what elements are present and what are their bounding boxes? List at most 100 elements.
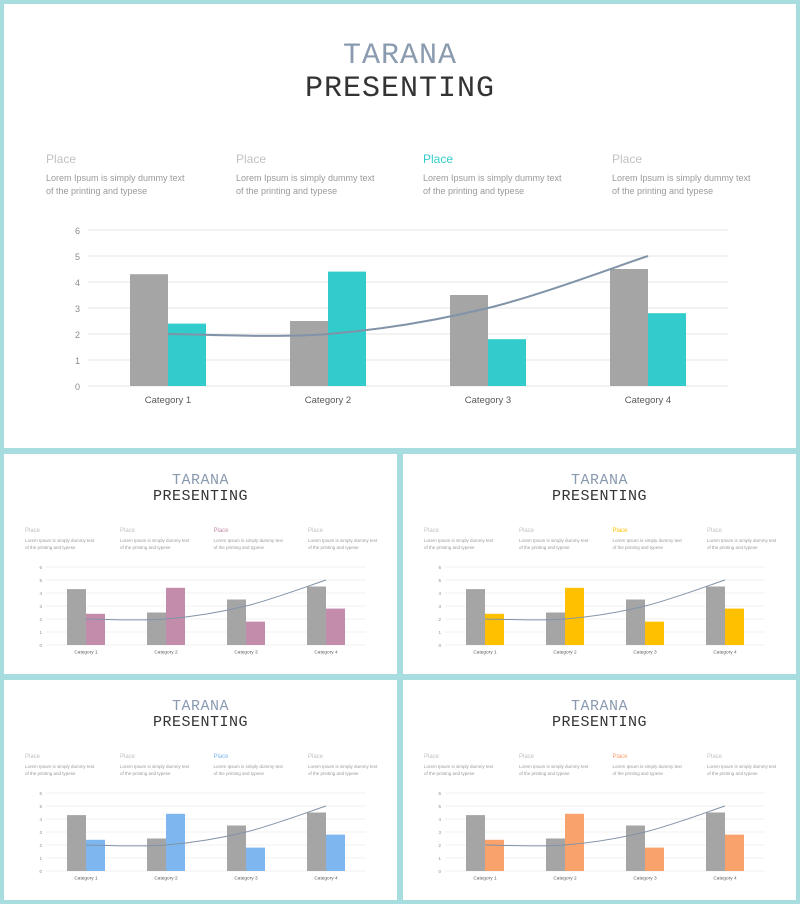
combo-chart: 0 1 2 3 4 5 6 Category 1 Category 2 Category 3 Cat… [39, 791, 366, 882]
bar-1-category-1 [67, 815, 86, 871]
bar-1-category-2 [147, 838, 166, 871]
bar-2-category-4 [326, 608, 345, 645]
slide-title-line2: PRESENTING [152, 488, 248, 505]
place-description-line1: Lorem Ipsum is simply dummy text [25, 764, 95, 770]
y-tick-label: 5 [438, 804, 441, 809]
bar-2-category-4 [725, 608, 744, 645]
place-description-line2: of the printing and typese [25, 770, 76, 776]
bar-2-category-1 [86, 839, 105, 871]
x-category-label: Category 1 [473, 650, 497, 656]
place-description-line1: Lorem Ipsum is simply dummy text [213, 764, 283, 770]
slide-1[interactable]: TARANA PRESENTING Place Lorem Ipsum is simp… [4, 4, 796, 448]
bar-2-category-3 [246, 847, 265, 871]
bar-1-category-1 [466, 815, 485, 871]
bar-2-category-2 [328, 271, 366, 386]
line-series-1 [167, 255, 649, 337]
y-tick-label: 6 [39, 791, 42, 796]
place-block-2: Place Lorem Ipsum is simply dummy text of … [519, 528, 604, 551]
y-tick-label: 0 [438, 869, 441, 874]
bar-2-category-4 [326, 834, 345, 871]
place-block-1: Place Lorem Ipsum is simply dummy text of … [424, 754, 509, 777]
place-description-line2: of the printing and typese [612, 186, 714, 197]
bar-2-category-2 [166, 587, 185, 645]
slide-4[interactable]: TARANA PRESENTING Place Lorem Ipsum is simp… [4, 680, 397, 900]
place-description-line2: of the printing and typese [213, 544, 265, 550]
x-category-label: Category 4 [625, 395, 671, 406]
bar-1-category-2 [546, 612, 565, 645]
place-description-line2: of the printing and typese [424, 544, 475, 550]
y-tick-label: 2 [438, 843, 441, 848]
slide-3[interactable]: TARANA PRESENTING Place Lorem Ipsum is simp… [403, 454, 796, 674]
place-block-4: Place Lorem Ipsum is simply dummy text of … [707, 528, 792, 551]
y-tick-label: 1 [75, 356, 80, 366]
place-block-2: Place Lorem Ipsum is simply dummy text of … [120, 754, 205, 777]
bar-1-category-4 [706, 586, 725, 645]
bar-1-category-4 [706, 812, 725, 871]
place-block-2: Place Lorem Ipsum is simply dummy text of … [120, 528, 205, 551]
place-description-line1: Lorem Ipsum is simply dummy text [424, 538, 494, 544]
x-category-label: Category 4 [314, 876, 338, 882]
place-heading: Place [46, 152, 77, 166]
place-block-4: Place Lorem Ipsum is simply dummy text of … [308, 528, 393, 551]
slide-title-line2: PRESENTING [152, 714, 248, 731]
bar-2-category-1 [86, 613, 105, 645]
y-tick-label: 5 [39, 578, 42, 583]
x-category-label: Category 2 [553, 876, 577, 882]
place-block-3: Place Lorem Ipsum is simply dummy text of … [613, 754, 698, 777]
place-description-line2: of the printing and typese [519, 544, 570, 550]
y-tick-label: 1 [39, 630, 42, 635]
place-heading: Place [612, 528, 628, 534]
bar-1-category-4 [307, 586, 326, 645]
place-description-line1: Lorem Ipsum is simply dummy text [519, 764, 589, 770]
y-tick-label: 3 [438, 604, 441, 609]
place-description-line2: of the printing and typese [308, 770, 359, 776]
y-tick-label: 3 [75, 304, 80, 314]
bar-1-category-3 [626, 825, 645, 871]
bar-2-category-1 [168, 323, 206, 386]
y-tick-label: 5 [39, 804, 42, 809]
x-category-label: Category 2 [154, 650, 178, 656]
place-block-4: Place Lorem Ipsum is simply dummy text of … [308, 754, 393, 777]
place-heading: Place [213, 754, 229, 760]
place-description-line1: Lorem Ipsum is simply dummy text [25, 538, 95, 544]
y-tick-label: 5 [438, 578, 441, 583]
slide-5[interactable]: TARANA PRESENTING Place Lorem Ipsum is simp… [403, 680, 796, 900]
place-heading: Place [424, 528, 440, 534]
place-heading: Place [308, 528, 324, 534]
place-description-line2: of the printing and typese [25, 544, 76, 550]
place-description-line2: of the printing and typese [120, 544, 171, 550]
place-heading: Place [120, 754, 136, 760]
x-category-label: Category 2 [305, 395, 351, 406]
place-heading: Place [120, 528, 136, 534]
y-tick-label: 2 [39, 843, 42, 848]
place-description-line2: of the printing and typese [120, 770, 171, 776]
combo-chart: 0 1 2 3 4 5 6 Category 1 Category 2 Category 3 Cat… [75, 226, 728, 406]
place-block-3: Place Lorem Ipsum is simply dummy text of … [214, 754, 299, 777]
place-heading: Place [519, 754, 535, 760]
place-description-line1: Lorem Ipsum is simply dummy text [213, 538, 283, 544]
x-category-label: Category 4 [314, 650, 338, 656]
place-description-line2: of the printing and typese [424, 770, 475, 776]
place-block-4: Place Lorem Ipsum is simply dummy text of … [612, 152, 782, 198]
place-block-1: Place Lorem Ipsum is simply dummy text of … [25, 754, 110, 777]
place-description-line1: Lorem Ipsum is simply dummy text [519, 538, 589, 544]
bar-1-category-3 [626, 599, 645, 645]
y-tick-label: 4 [39, 591, 42, 596]
slide-2[interactable]: TARANA PRESENTING Place Lorem Ipsum is simp… [4, 454, 397, 674]
place-description-line1: Lorem Ipsum is simply dummy text [308, 764, 378, 770]
place-block-1: Place Lorem Ipsum is simply dummy text of … [424, 528, 509, 551]
place-description-line1: Lorem Ipsum is simply dummy text [120, 764, 190, 770]
slide-title-line2: PRESENTING [551, 488, 647, 505]
y-tick-label: 4 [75, 278, 80, 288]
place-heading: Place [612, 754, 628, 760]
place-block-1: Place Lorem Ipsum is simply dummy text of … [25, 528, 110, 551]
y-tick-label: 0 [438, 643, 441, 648]
place-heading: Place [424, 754, 440, 760]
place-description-line2: of the printing and typese [308, 544, 359, 550]
place-description-line2: of the printing and typese [423, 186, 525, 197]
place-description-line1: Lorem Ipsum is simply dummy text [424, 764, 494, 770]
bar-1-category-4 [307, 812, 326, 871]
y-tick-label: 2 [39, 617, 42, 622]
place-block-3: Place Lorem Ipsum is simply dummy text of … [613, 528, 698, 551]
place-description-line1: Lorem Ipsum is simply dummy text [308, 538, 378, 544]
